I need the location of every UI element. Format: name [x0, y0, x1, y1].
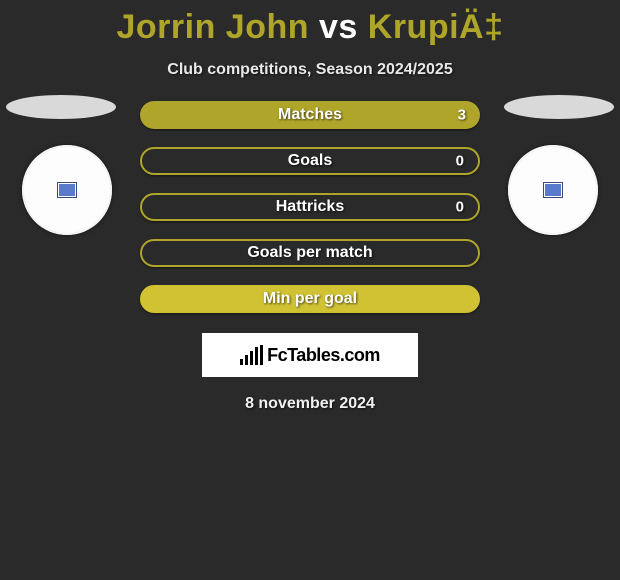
player2-ellipse	[504, 95, 614, 119]
stat-value: 0	[456, 153, 464, 170]
shield-icon	[58, 183, 76, 197]
stat-label: Min per goal	[263, 290, 357, 308]
stat-row-hattricks: Hattricks 0	[140, 193, 480, 221]
stat-label: Matches	[278, 106, 342, 124]
stat-label: Hattricks	[276, 198, 344, 216]
watermark-text: FcTables.com	[267, 345, 380, 366]
stats-area: Matches 3 Goals 0 Hattricks 0 Goals per …	[0, 101, 620, 413]
stat-row-goals: Goals 0	[140, 147, 480, 175]
stat-label: Goals per match	[247, 244, 372, 262]
player2-club-logo	[508, 145, 598, 235]
shield-icon	[544, 183, 562, 197]
stat-rows: Matches 3 Goals 0 Hattricks 0 Goals per …	[140, 101, 480, 313]
stat-row-min-per-goal: Min per goal	[140, 285, 480, 313]
page-title: Jorrin John vs KrupiÄ‡	[0, 8, 620, 47]
subtitle: Club competitions, Season 2024/2025	[0, 61, 620, 79]
vs-text: vs	[319, 8, 358, 46]
stat-label: Goals	[288, 152, 332, 170]
stat-row-matches: Matches 3	[140, 101, 480, 129]
stat-value: 3	[458, 107, 466, 124]
bars-icon	[240, 345, 263, 365]
stat-value: 0	[456, 199, 464, 216]
player1-name: Jorrin John	[117, 8, 310, 46]
player2-name: KrupiÄ‡	[368, 8, 504, 46]
comparison-card: Jorrin John vs KrupiÄ‡ Club competitions…	[0, 0, 620, 413]
stat-row-goals-per-match: Goals per match	[140, 239, 480, 267]
watermark: FcTables.com	[202, 333, 418, 377]
player1-club-logo	[22, 145, 112, 235]
date-text: 8 november 2024	[0, 395, 620, 413]
player1-ellipse	[6, 95, 116, 119]
